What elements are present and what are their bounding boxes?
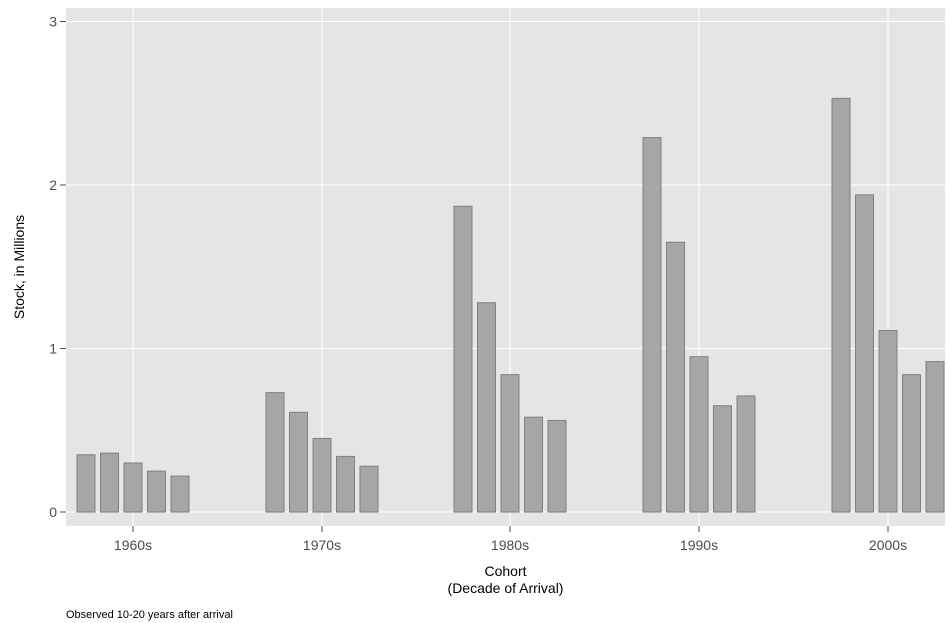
bar-1990s-4: [713, 405, 732, 513]
bar-1970s-4: [336, 455, 355, 513]
x-axis-title-line-2: (Decade of Arrival): [448, 580, 564, 596]
bar-2000s-2: [855, 194, 874, 513]
bar-1970s-2: [289, 411, 308, 513]
bar-2000s-4: [902, 374, 921, 513]
bar-1990s-3: [689, 356, 709, 513]
x-tick-label: 1990s: [680, 537, 718, 553]
x-tick-label: 2000s: [869, 537, 907, 553]
bar-1980s-1: [453, 205, 473, 513]
bar-1990s-2: [666, 241, 685, 513]
bar-1980s-3: [500, 374, 520, 513]
y-tick-label: 3: [49, 14, 57, 30]
bar-1960s-1: [76, 454, 96, 513]
bar-2000s-5: [925, 361, 945, 513]
bar-1970s-5: [359, 465, 379, 513]
x-axis: 1960s 1970s 1980s 1990s 2000s: [114, 526, 907, 553]
x-tick-label: 1980s: [491, 537, 529, 553]
y-tick-label: 1: [49, 341, 57, 357]
bar-1960s-2: [100, 452, 119, 513]
bar-1990s-5: [736, 395, 756, 513]
y-tick-label: 0: [49, 504, 57, 520]
caption-note: Observed 10-20 years after arrival: [66, 609, 233, 621]
y-axis: 0 1 2 3: [49, 14, 66, 520]
x-tick-label: 1960s: [114, 537, 152, 553]
bar-1980s-5: [547, 419, 567, 513]
x-tick-label: 1970s: [303, 537, 341, 553]
x-axis-title-line-1: Cohort: [484, 563, 526, 579]
bar-2000s-3: [878, 330, 898, 513]
y-axis-title: Stock, in Millions: [11, 215, 27, 319]
bars: [76, 97, 945, 513]
bar-1970s-3: [312, 437, 332, 513]
bar-1990s-1: [642, 137, 662, 513]
bar-1960s-5: [170, 475, 190, 513]
bar-1980s-4: [524, 416, 543, 513]
bar-1960s-4: [147, 470, 166, 513]
y-tick-label: 2: [49, 177, 57, 193]
bar-2000s-1: [831, 97, 851, 513]
bar-1960s-3: [123, 462, 143, 513]
bar-1980s-2: [477, 302, 496, 513]
bar-1970s-1: [265, 392, 285, 513]
